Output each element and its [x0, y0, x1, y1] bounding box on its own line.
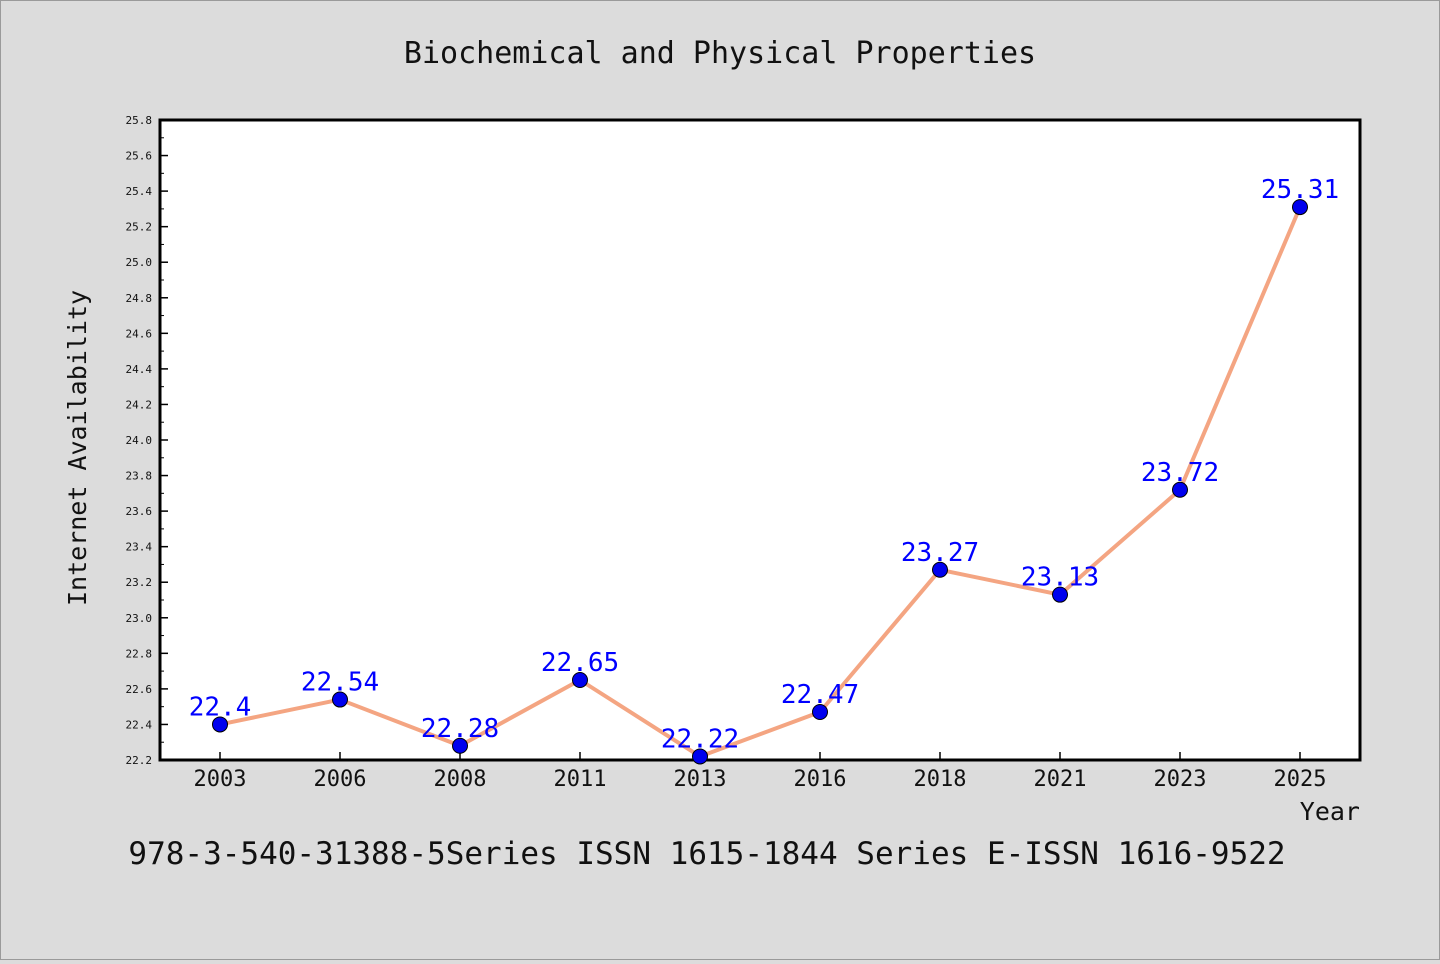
x-axis-label: Year — [1300, 797, 1360, 826]
data-point — [1172, 481, 1188, 498]
y-tick-label: 23.6 — [126, 505, 153, 518]
data-label: 23.13 — [1021, 563, 1099, 593]
y-tick-label: 25.0 — [126, 256, 153, 269]
data-label: 22.47 — [781, 680, 859, 710]
y-tick-label: 24.0 — [126, 434, 153, 447]
y-tick-label: 24.4 — [126, 363, 153, 376]
data-point — [1292, 199, 1308, 216]
y-axis: 22.2 22.4 22.6 22.8 23.0 23.2 23.4 23.6 23.8 24.0… — [126, 114, 168, 767]
data-point — [332, 691, 348, 708]
data-point — [692, 748, 708, 765]
x-tick-label: 2011 — [554, 767, 607, 792]
y-tick-label: 25.2 — [126, 221, 153, 234]
data-point — [932, 561, 948, 578]
footer-text: 978-3-540-31388-5Series ISSN 1615-1844 S… — [128, 836, 1285, 872]
plot-area — [158, 118, 1362, 762]
y-tick-label: 22.4 — [126, 718, 153, 731]
x-tick-label: 2025 — [1274, 767, 1327, 792]
x-tick-label: 2008 — [434, 767, 487, 792]
x-axis: 2003 2006 2008 2011 2013 2016 2018 2021 2023 2025 — [194, 752, 1327, 792]
y-axis-label: Internet Availability — [63, 290, 92, 606]
y-tick-label: 24.8 — [126, 292, 153, 305]
data-label: 23.27 — [901, 538, 979, 568]
data-label: 22.65 — [541, 648, 619, 678]
y-tick-label: 22.6 — [126, 683, 153, 696]
x-tick-label: 2018 — [914, 767, 967, 792]
x-tick-label: 2013 — [674, 767, 727, 792]
data-label: 23.72 — [1141, 458, 1219, 488]
data-label: 22.4 — [189, 692, 252, 722]
y-tick-label: 24.2 — [126, 398, 153, 411]
y-tick-label: 25.6 — [126, 150, 153, 163]
y-tick-label: 23.0 — [126, 612, 153, 625]
x-tick-label: 2006 — [314, 767, 367, 792]
data-label: 22.54 — [301, 668, 379, 698]
data-points — [212, 199, 1308, 765]
x-tick-label: 2003 — [194, 767, 247, 792]
x-tick-label: 2021 — [1034, 767, 1087, 792]
chart-title: Biochemical and Physical Properties — [404, 36, 1036, 71]
data-labels: 22.4 22.54 22.28 22.65 22.22 22.47 23.27 23.13 2… — [189, 175, 1339, 754]
y-tick-label: 23.4 — [126, 541, 153, 554]
data-point — [452, 737, 468, 754]
data-label: 25.31 — [1261, 175, 1339, 205]
y-tick-label: 25.4 — [126, 185, 153, 198]
data-label: 22.28 — [421, 714, 499, 744]
data-point — [212, 716, 228, 733]
y-tick-label: 22.2 — [126, 754, 153, 767]
x-tick-label: 2023 — [1154, 767, 1207, 792]
y-tick-label: 23.8 — [126, 470, 153, 483]
data-point — [812, 704, 828, 720]
y-tick-label: 25.8 — [126, 114, 153, 127]
data-point — [1052, 586, 1068, 603]
data-point — [572, 672, 588, 688]
y-tick-label: 23.2 — [126, 576, 153, 589]
y-tick-label: 22.8 — [126, 647, 153, 660]
x-tick-label: 2016 — [794, 767, 847, 792]
y-tick-label: 24.6 — [126, 327, 153, 340]
data-label: 22.22 — [661, 724, 739, 754]
series-line — [218, 205, 1302, 759]
